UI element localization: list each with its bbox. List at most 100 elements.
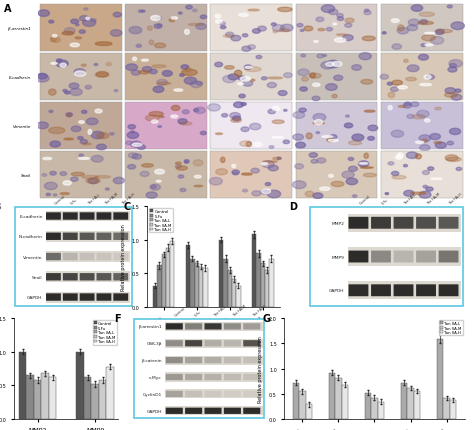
Circle shape (328, 10, 338, 15)
Ellipse shape (365, 111, 375, 113)
FancyBboxPatch shape (438, 251, 458, 263)
Circle shape (368, 137, 374, 141)
Circle shape (326, 84, 337, 91)
Bar (27, 375, 34, 419)
Ellipse shape (361, 167, 373, 169)
Circle shape (141, 11, 145, 13)
Ellipse shape (240, 77, 250, 82)
Circle shape (406, 153, 418, 159)
FancyBboxPatch shape (166, 391, 183, 397)
Bar (265, 270, 269, 307)
Circle shape (149, 70, 157, 74)
Circle shape (299, 109, 306, 113)
Circle shape (50, 142, 60, 147)
FancyBboxPatch shape (438, 285, 458, 297)
Bar (296, 103, 377, 150)
Circle shape (180, 189, 186, 192)
Circle shape (422, 171, 429, 175)
Circle shape (79, 31, 85, 34)
Ellipse shape (159, 117, 164, 118)
Circle shape (258, 27, 266, 32)
Circle shape (295, 164, 303, 169)
Circle shape (242, 35, 248, 38)
FancyBboxPatch shape (204, 323, 221, 330)
Ellipse shape (416, 154, 421, 160)
Circle shape (436, 30, 444, 35)
Text: MMP2: MMP2 (331, 221, 344, 225)
Circle shape (449, 129, 461, 135)
Circle shape (110, 31, 122, 37)
Circle shape (337, 15, 343, 18)
Circle shape (419, 55, 428, 61)
Ellipse shape (64, 139, 73, 141)
Circle shape (184, 160, 189, 163)
Circle shape (380, 75, 389, 80)
Ellipse shape (86, 18, 90, 21)
FancyBboxPatch shape (46, 233, 61, 240)
Circle shape (391, 88, 398, 92)
Bar (40, 5, 121, 52)
Ellipse shape (418, 22, 433, 25)
Circle shape (231, 36, 241, 42)
Circle shape (128, 154, 137, 159)
Bar (381, 54, 463, 101)
Text: 5-Fu: 5-Fu (194, 309, 202, 317)
Circle shape (364, 12, 371, 15)
Circle shape (316, 132, 319, 134)
Circle shape (142, 68, 152, 73)
Circle shape (241, 103, 246, 106)
Bar (125, 152, 207, 199)
FancyBboxPatch shape (80, 233, 94, 240)
Ellipse shape (333, 24, 337, 26)
Ellipse shape (50, 38, 56, 43)
Ellipse shape (392, 81, 402, 86)
Ellipse shape (312, 84, 320, 87)
Circle shape (267, 83, 276, 89)
Bar (223, 259, 228, 307)
Circle shape (113, 13, 121, 18)
Bar (153, 286, 157, 307)
Circle shape (197, 83, 202, 86)
Circle shape (193, 109, 199, 112)
Circle shape (451, 23, 465, 31)
FancyBboxPatch shape (46, 294, 61, 301)
Circle shape (348, 167, 357, 172)
Ellipse shape (248, 10, 259, 12)
Bar (91, 384, 99, 419)
Bar (292, 383, 299, 419)
Circle shape (309, 154, 318, 158)
Ellipse shape (304, 27, 313, 32)
Ellipse shape (364, 154, 368, 159)
Bar (252, 235, 256, 307)
Ellipse shape (420, 84, 431, 86)
FancyBboxPatch shape (224, 408, 241, 414)
Circle shape (253, 30, 260, 34)
Circle shape (128, 125, 136, 129)
Circle shape (296, 143, 306, 148)
Circle shape (175, 166, 182, 169)
Circle shape (352, 135, 364, 141)
Bar (40, 103, 121, 150)
Y-axis label: Relative protein expression: Relative protein expression (258, 335, 264, 402)
Circle shape (365, 10, 369, 12)
FancyBboxPatch shape (416, 251, 436, 263)
Circle shape (223, 76, 236, 83)
Bar (99, 380, 106, 419)
Ellipse shape (188, 25, 204, 26)
Text: Tan HA-L: Tan HA-L (87, 193, 101, 206)
Circle shape (36, 75, 49, 83)
Ellipse shape (445, 155, 458, 161)
Circle shape (426, 187, 433, 192)
Circle shape (49, 111, 53, 113)
Bar (219, 240, 223, 307)
Circle shape (201, 16, 207, 20)
Circle shape (326, 28, 332, 32)
Circle shape (251, 169, 259, 174)
FancyBboxPatch shape (243, 340, 260, 347)
Bar (199, 267, 203, 307)
Circle shape (46, 194, 50, 196)
Text: Control: Control (358, 194, 371, 206)
Text: Control: Control (174, 306, 187, 317)
Circle shape (71, 127, 81, 132)
Bar (407, 388, 414, 419)
